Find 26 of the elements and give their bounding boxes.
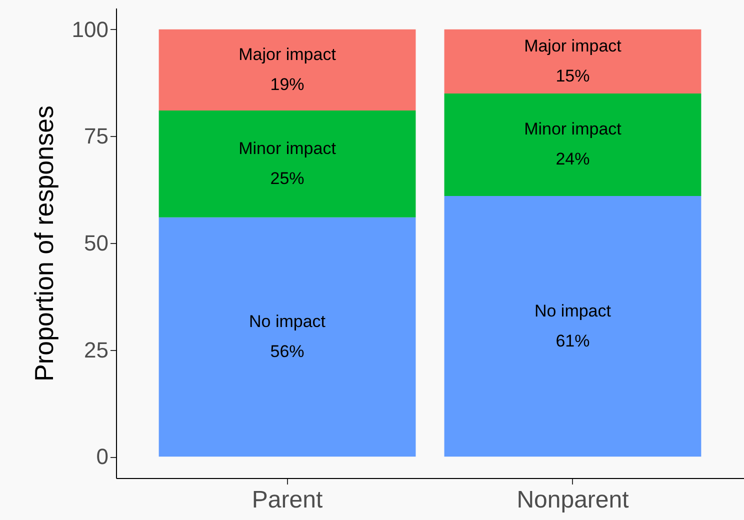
text: No impact xyxy=(249,312,326,331)
y-tick-label: 0 xyxy=(96,444,108,470)
bar xyxy=(444,29,702,94)
y-tick-label: 50 xyxy=(84,230,108,256)
bar xyxy=(158,217,416,457)
data-label: 19% xyxy=(270,74,304,94)
data-label: 61% xyxy=(556,331,590,350)
text: Minor impact xyxy=(238,138,336,158)
x-tick-label: Parent xyxy=(252,486,323,514)
data-label: 25% xyxy=(270,168,304,188)
data-label: 15% xyxy=(556,66,590,86)
bar xyxy=(158,110,416,218)
series-label: Major impact xyxy=(524,36,622,56)
series-label: Minor impact xyxy=(524,120,622,139)
text: Major impact xyxy=(238,44,336,64)
bar xyxy=(444,93,702,196)
y-tick-label: 25 xyxy=(84,337,108,362)
series-label: No impact xyxy=(534,301,612,320)
y-axis-title: Proportion of responses xyxy=(28,105,59,382)
bar xyxy=(158,29,416,111)
y-tick-label: 100 xyxy=(72,16,108,42)
x-tick-label: Nonparent xyxy=(516,486,630,514)
data-label: 56% xyxy=(270,342,304,361)
y-tick-label: 75 xyxy=(84,124,108,149)
data-label: 24% xyxy=(556,150,590,169)
bar xyxy=(444,196,702,457)
